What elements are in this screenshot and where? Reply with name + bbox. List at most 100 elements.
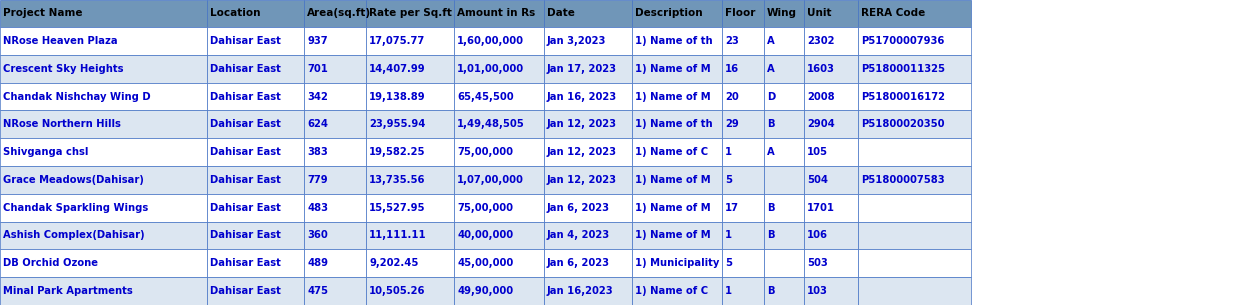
Text: 65,45,500: 65,45,500 bbox=[458, 92, 513, 102]
Bar bbox=[366, 277, 454, 305]
Text: 5: 5 bbox=[725, 175, 732, 185]
Bar bbox=[0, 138, 207, 166]
Text: A: A bbox=[768, 64, 775, 74]
Text: 17: 17 bbox=[725, 203, 739, 213]
Bar bbox=[764, 194, 804, 222]
Bar bbox=[544, 222, 632, 249]
Text: 1) Name of th: 1) Name of th bbox=[635, 119, 713, 129]
Bar bbox=[544, 249, 632, 277]
Bar bbox=[0, 277, 207, 305]
Bar bbox=[0, 249, 207, 277]
Text: 10,505.26: 10,505.26 bbox=[370, 286, 425, 296]
Text: B: B bbox=[768, 203, 775, 213]
Bar bbox=[0, 55, 207, 83]
Text: 19,138.89: 19,138.89 bbox=[370, 92, 425, 102]
Text: Date: Date bbox=[547, 9, 575, 19]
Text: 103: 103 bbox=[807, 286, 828, 296]
Bar bbox=[804, 0, 858, 27]
Text: 1) Name of th: 1) Name of th bbox=[635, 36, 713, 46]
Text: Jan 6, 2023: Jan 6, 2023 bbox=[547, 258, 610, 268]
Bar bbox=[304, 249, 366, 277]
Text: Description: Description bbox=[635, 9, 703, 19]
Bar bbox=[858, 277, 971, 305]
Bar bbox=[304, 83, 366, 110]
Text: RERA Code: RERA Code bbox=[861, 9, 925, 19]
Text: Jan 12, 2023: Jan 12, 2023 bbox=[547, 175, 618, 185]
Text: Jan 16,2023: Jan 16,2023 bbox=[547, 286, 614, 296]
Bar bbox=[0, 222, 207, 249]
Bar bbox=[764, 222, 804, 249]
Text: 1) Name of M: 1) Name of M bbox=[635, 64, 711, 74]
Text: NRose Heaven Plaza: NRose Heaven Plaza bbox=[2, 36, 118, 46]
Text: Unit: Unit bbox=[807, 9, 832, 19]
Text: NRose Northern Hills: NRose Northern Hills bbox=[2, 119, 120, 129]
Text: Location: Location bbox=[210, 9, 260, 19]
Bar bbox=[764, 0, 804, 27]
Bar bbox=[207, 277, 304, 305]
Text: 1: 1 bbox=[725, 286, 732, 296]
Bar bbox=[804, 249, 858, 277]
Bar bbox=[544, 27, 632, 55]
Bar bbox=[304, 110, 366, 138]
Bar bbox=[632, 138, 722, 166]
Bar bbox=[454, 222, 544, 249]
Text: 1603: 1603 bbox=[807, 64, 835, 74]
Text: Jan 12, 2023: Jan 12, 2023 bbox=[547, 119, 618, 129]
Bar bbox=[207, 249, 304, 277]
Text: Ashish Complex(Dahisar): Ashish Complex(Dahisar) bbox=[2, 231, 145, 241]
Text: Dahisar East: Dahisar East bbox=[210, 175, 281, 185]
Text: D: D bbox=[768, 92, 775, 102]
Bar bbox=[764, 249, 804, 277]
Bar bbox=[722, 194, 764, 222]
Bar bbox=[858, 249, 971, 277]
Text: 360: 360 bbox=[308, 231, 327, 241]
Text: Dahisar East: Dahisar East bbox=[210, 92, 281, 102]
Bar bbox=[632, 166, 722, 194]
Bar bbox=[632, 277, 722, 305]
Text: 105: 105 bbox=[807, 147, 828, 157]
Bar bbox=[207, 194, 304, 222]
Bar bbox=[544, 55, 632, 83]
Text: Dahisar East: Dahisar East bbox=[210, 64, 281, 74]
Text: 1) Name of M: 1) Name of M bbox=[635, 231, 711, 241]
Text: P51800007583: P51800007583 bbox=[861, 175, 945, 185]
Bar bbox=[632, 110, 722, 138]
Bar bbox=[366, 55, 454, 83]
Text: Wing: Wing bbox=[768, 9, 797, 19]
Text: 17,075.77: 17,075.77 bbox=[370, 36, 425, 46]
Text: 9,202.45: 9,202.45 bbox=[370, 258, 418, 268]
Bar bbox=[207, 83, 304, 110]
Text: Project Name: Project Name bbox=[2, 9, 83, 19]
Bar bbox=[858, 166, 971, 194]
Bar bbox=[722, 138, 764, 166]
Bar bbox=[858, 222, 971, 249]
Bar bbox=[304, 27, 366, 55]
Text: 475: 475 bbox=[308, 286, 329, 296]
Bar bbox=[858, 0, 971, 27]
Bar bbox=[804, 222, 858, 249]
Text: 1701: 1701 bbox=[807, 203, 835, 213]
Bar bbox=[804, 55, 858, 83]
Bar bbox=[722, 27, 764, 55]
Text: 29: 29 bbox=[725, 119, 739, 129]
Text: Jan 4, 2023: Jan 4, 2023 bbox=[547, 231, 610, 241]
Text: 23,955.94: 23,955.94 bbox=[370, 119, 425, 129]
Text: Dahisar East: Dahisar East bbox=[210, 286, 281, 296]
Bar bbox=[454, 249, 544, 277]
Bar bbox=[804, 166, 858, 194]
Bar bbox=[366, 249, 454, 277]
Text: 1: 1 bbox=[725, 231, 732, 241]
Text: 779: 779 bbox=[308, 175, 327, 185]
Text: 1) Name of M: 1) Name of M bbox=[635, 175, 711, 185]
Text: Jan 17, 2023: Jan 17, 2023 bbox=[547, 64, 618, 74]
Text: 483: 483 bbox=[308, 203, 329, 213]
Bar bbox=[207, 166, 304, 194]
Bar bbox=[0, 83, 207, 110]
Text: Chandak Nishchay Wing D: Chandak Nishchay Wing D bbox=[2, 92, 150, 102]
Text: Amount in Rs: Amount in Rs bbox=[458, 9, 536, 19]
Bar bbox=[858, 83, 971, 110]
Bar bbox=[304, 0, 366, 27]
Text: P51800016172: P51800016172 bbox=[861, 92, 945, 102]
Text: 701: 701 bbox=[308, 64, 327, 74]
Text: Dahisar East: Dahisar East bbox=[210, 231, 281, 241]
